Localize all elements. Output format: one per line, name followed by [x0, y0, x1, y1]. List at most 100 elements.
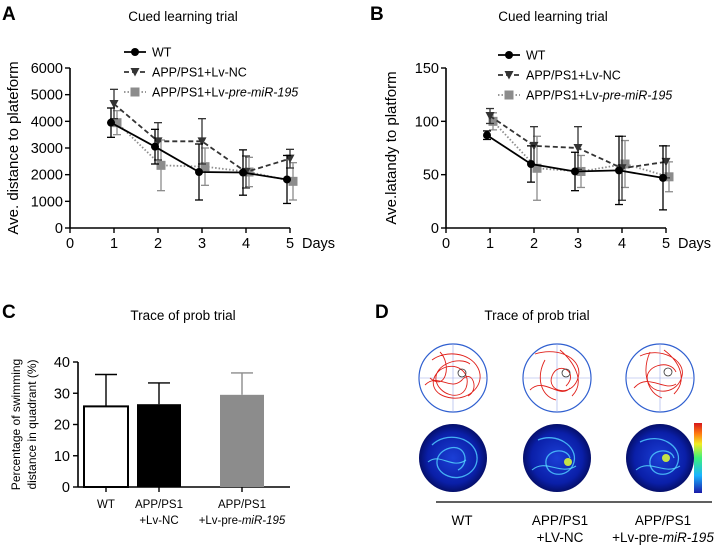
data-point: [283, 175, 291, 184]
x-tick-label: 2: [530, 236, 538, 252]
series-mir: [112, 110, 298, 201]
legend-label: WT: [152, 46, 172, 60]
y-axis-label-line2: distance in quadrant (%): [25, 359, 39, 489]
data-point: [571, 167, 579, 176]
legend: WT APP/PS1+Lv-NC APP/PS1+Lv-pre-miR-195: [498, 49, 672, 103]
x-tick-label: 5: [286, 236, 294, 252]
category-label-line1: APP/PS1: [135, 499, 183, 511]
track-plot-nc: [522, 343, 592, 413]
x-tick-label: 3: [574, 236, 582, 252]
legend-marker: [505, 51, 513, 59]
chart-B-latency: 0 50 100 150 0 1 2 3 4 5 Days Ave.latandy to platfo…: [383, 49, 711, 253]
category-label-text: +Lv-NC: [139, 515, 178, 527]
panel-D-title: Trace of prob trial: [484, 308, 589, 323]
category-label-text: +Lv-pre-: [199, 515, 242, 527]
bar: [137, 404, 181, 487]
data-point: [200, 162, 210, 172]
data-point: [615, 166, 623, 175]
y-axis-label: Ave.latandy to platform: [383, 71, 400, 224]
panel-B-title: Cued learning trial: [498, 9, 608, 24]
legend-label-text: APP/PS1+Lv-NC: [152, 66, 247, 80]
legend-marker: [504, 71, 514, 80]
y-tick-label: 10: [54, 449, 70, 465]
data-point: [664, 172, 674, 182]
data-point: [239, 168, 247, 177]
legend-label-text: WT: [152, 46, 172, 60]
x-tick-label: 3: [198, 236, 206, 252]
y-tick-label: 0: [55, 221, 63, 237]
chart-A-distance: 0 1000 2000 3000 4000 5000 6000 0 1 2 3 4 5 Days Ave. …: [5, 46, 335, 253]
legend-label-text: WT: [526, 49, 546, 63]
legend-label: APP/PS1+Lv-NC: [526, 69, 621, 83]
heatmap-mir: [626, 424, 694, 492]
y-tick-label: 0: [431, 221, 439, 237]
data-point: [659, 173, 667, 182]
series-wt: [483, 130, 667, 211]
y-tick-label: 20: [54, 418, 70, 434]
data-point: [285, 154, 295, 164]
data-point: [195, 168, 203, 176]
y-tick-label: 50: [423, 168, 439, 184]
data-point: [485, 112, 495, 121]
category-label-italic: miR-195: [242, 515, 286, 527]
panel-D-label-wt: WT: [452, 513, 473, 528]
y-tick-label: 1000: [31, 194, 63, 210]
data-point: [197, 137, 207, 146]
bar: [220, 394, 264, 487]
track-plot-wt: [418, 343, 488, 413]
y-tick-label: 3000: [31, 141, 63, 157]
heatmap-nc: [523, 424, 591, 492]
panel-D-label-mir-line2: +Lv-pre-miR-195: [612, 530, 714, 545]
data-point: [112, 118, 122, 128]
y-tick-label: 100: [415, 114, 439, 130]
y-tick-label: 5000: [31, 88, 63, 104]
panel-D-trace-images: WT APP/PS1 +LV-NC APP/PS1 +Lv-pre-miR-19…: [418, 343, 714, 545]
panel-D-label-nc-line2: +LV-NC: [537, 530, 584, 545]
panel-C-letter: C: [2, 302, 16, 323]
panel-B-letter: B: [370, 4, 384, 25]
legend-marker: [130, 68, 140, 77]
x-tick-label: 0: [66, 236, 74, 252]
data-point: [156, 160, 166, 170]
data-point: [151, 142, 159, 151]
y-tick-label: 150: [415, 61, 439, 77]
bar: [83, 405, 129, 488]
x-tick-label: 1: [486, 236, 494, 252]
x-tick-label: 5: [662, 236, 670, 252]
category-label-line1: APP/PS1: [218, 499, 266, 511]
legend-marker: [504, 90, 514, 100]
legend-label: APP/PS1+Lv-pre-miR-195: [526, 89, 672, 103]
data-point: [488, 116, 498, 126]
y-axis-label: Ave. distance to plateform: [5, 61, 22, 234]
panel-D-label-mir-line1: APP/PS1: [635, 513, 691, 528]
x-tick-label: 1: [110, 236, 118, 252]
data-point: [661, 157, 671, 167]
data-point: [573, 144, 583, 153]
legend-label-text: APP/PS1+Lv-NC: [526, 69, 621, 83]
y-tick-label: 6000: [31, 61, 63, 77]
category-label-line2: +Lv-NC: [139, 515, 178, 527]
data-point: [244, 167, 254, 177]
y-tick-label: 0: [62, 480, 70, 496]
x-tick-label: 4: [242, 236, 250, 252]
y-axis-label-line1: Percentage of swimming: [9, 359, 23, 490]
heatmap-color-scale: [694, 423, 702, 493]
category-label-line2: +Lv-pre-miR-195: [199, 515, 286, 527]
y-tick-label: 4000: [31, 114, 63, 130]
x-tick-label: 2: [154, 236, 162, 252]
chart-C-percentage: 0 10 20 30 40 Percentage of swimming distance …: [9, 355, 290, 527]
panel-A-letter: A: [2, 4, 16, 25]
data-point: [620, 159, 630, 169]
panel-C-title: Trace of prob trial: [130, 308, 235, 323]
legend-label-text: APP/PS1+Lv-: [526, 89, 603, 103]
series-line: [492, 120, 670, 178]
data-point: [527, 160, 535, 168]
legend-label: WT: [526, 49, 546, 63]
data-point: [483, 131, 491, 140]
series-line: [113, 103, 291, 173]
series-nc: [485, 107, 671, 201]
track-plot-mir: [625, 343, 695, 413]
x-tick-label: 4: [618, 236, 626, 252]
series-wt: [107, 107, 291, 205]
